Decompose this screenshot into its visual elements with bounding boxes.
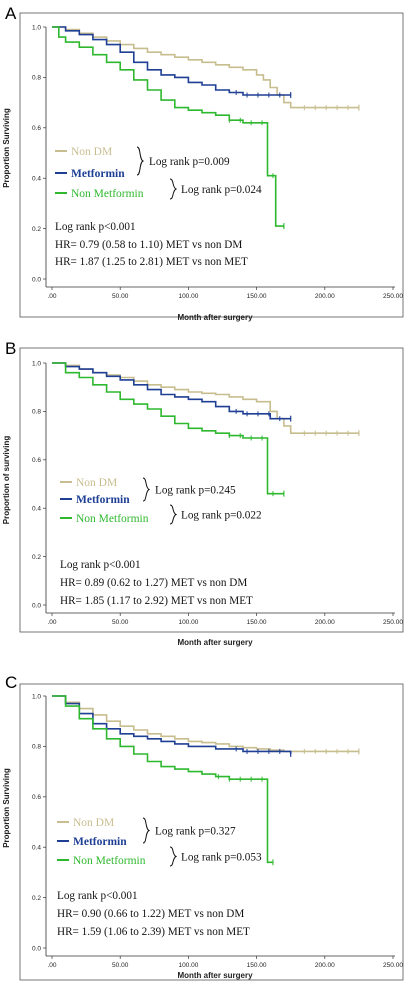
y-tick-label-c: 0.6 [32,794,41,801]
legend-label-non-metformin-b: Non Metformin [76,513,149,525]
legend-label-non-metformin-a: Non Metformin [71,188,144,200]
legend-label-non-dm-a: Non DM [71,146,112,158]
x-tick-label-a: .00 [47,293,56,300]
logrank-pair1-a: Log rank p=0.009 [149,156,230,168]
logrank-pair2-b: Log rank p=0.022 [181,510,262,522]
y-tick-label-b: 0.2 [32,554,41,561]
y-tick-label-c: 0.8 [32,744,41,751]
x-tick-label-b: 100.00 [178,619,198,626]
y-axis-title-c: Proportion Surviving [2,768,11,848]
x-tick-label-c: 100.00 [178,962,198,969]
x-tick-label-c: 50.00 [112,962,129,969]
hazard-ratio-met-vs-nondm-c: HR= 0.90 (0.66 to 1.22) MET vs non DM [57,908,244,920]
x-tick-label-a: 250.00 [383,293,403,300]
legend-brace-2-a [169,178,178,200]
y-tick-label-b: 0.6 [32,457,41,464]
panel-letter-c: C [5,673,17,692]
legend-brace-2-c [169,846,178,867]
hazard-ratio-met-vs-nonmet-c: HR= 1.59 (1.06 to 2.39) MET vs non MET [57,926,250,938]
hazard-ratio-met-vs-nondm-b: HR= 0.89 (0.62 to 1.27) MET vs non DM [60,577,247,589]
logrank-overall-b: Log rank p<0.001 [60,559,141,571]
panel-letter-a: A [5,4,17,23]
series-line-non-dm-b [52,362,359,434]
km-panel-a: A 0.0 0.2 0.4 0.6 0.8 1.0 .00 50.00 100.00 150.00 2… [2,4,404,322]
y-tick-label-b: 0.4 [32,506,41,513]
legend-label-metformin-c: Metformin [73,836,127,848]
km-panel-b: B 0.0 0.2 0.4 0.6 0.8 1.0 .00 50.00 100.00 150.00 2… [2,339,404,647]
y-axis-title-a: Proportion Surviving [2,108,11,188]
x-tick-label-c: 200.00 [315,962,335,969]
series-line-non-dm-c [52,695,359,753]
x-tick-label-a: 50.00 [112,293,129,300]
y-tick-label-a: 1.0 [32,24,41,31]
y-tick-label-a: 0.2 [32,226,41,233]
y-tick-label-c: 0.4 [32,845,41,852]
series-line-metformin-c [52,695,292,754]
logrank-pair2-a: Log rank p=0.024 [181,184,262,196]
x-tick-label-b: .00 [47,619,56,626]
hazard-ratio-met-vs-nonmet-a: HR= 1.87 (1.25 to 2.81) MET vs non MET [55,256,248,268]
y-tick-label-a: 0.0 [32,276,41,283]
legend-brace-1-b [142,477,151,502]
legend-brace-1-a [136,146,145,176]
hazard-ratio-met-vs-nondm-a: HR= 0.79 (0.58 to 1.10) MET vs non DM [55,239,242,251]
x-axis-title-a: Month after surgery [177,313,253,322]
x-axis-title-c: Month after surgery [177,971,253,980]
logrank-pair1-b: Log rank p=0.245 [155,485,236,497]
x-axis-title-b: Month after surgery [177,638,253,647]
x-tick-label-c: 250.00 [383,962,403,969]
y-tick-label-b: 1.0 [32,360,41,367]
logrank-overall-a: Log rank p<0.001 [55,221,136,233]
x-tick-label-b: 200.00 [315,619,335,626]
legend-label-metformin-a: Metformin [71,168,125,180]
legend-label-non-dm-b: Non DM [76,477,117,489]
y-tick-label-a: 0.4 [32,176,41,183]
series-line-non-metformin-b [52,362,284,495]
x-tick-label-b: 250.00 [383,619,403,626]
x-tick-label-b: 150.00 [247,619,267,626]
y-tick-label-c: 0.2 [32,895,41,902]
series-line-metformin-b [52,362,291,420]
legend-label-non-metformin-c: Non Metformin [73,855,146,867]
logrank-pair1-c: Log rank p=0.327 [155,826,236,838]
legend-label-non-dm-c: Non DM [73,817,114,829]
plot-frame-c [19,683,404,981]
x-tick-label-c: .00 [47,962,56,969]
logrank-overall-c: Log rank p<0.001 [57,890,138,902]
y-tick-label-c: 0.0 [32,945,41,952]
x-tick-label-b: 50.00 [112,619,129,626]
y-tick-label-a: 0.8 [32,75,41,82]
legend-brace-2-b [169,504,178,525]
hazard-ratio-met-vs-nonmet-b: HR= 1.85 (1.17 to 2.92) MET vs non MET [60,595,253,607]
legend-label-metformin-b: Metformin [76,494,130,506]
x-tick-label-a: 200.00 [315,293,335,300]
plot-frame-a [19,12,404,318]
series-line-metformin-a [52,26,291,96]
series-line-non-metformin-a [52,26,284,227]
y-tick-label-b: 0.8 [32,409,41,416]
y-axis-title-b: Proportion of surviving [2,436,11,525]
legend-brace-1-c [142,817,151,844]
y-tick-label-a: 0.6 [32,125,41,132]
x-tick-label-a: 150.00 [247,293,267,300]
logrank-pair2-c: Log rank p=0.053 [181,852,262,864]
x-tick-label-a: 100.00 [178,293,198,300]
series-line-non-dm-a [52,26,359,109]
km-panel-c: C 0.0 0.2 0.4 0.6 0.8 1.0 .00 50.00 100.00 150.00 2… [2,673,404,981]
panel-letter-b: B [5,339,16,358]
y-tick-label-c: 1.0 [32,693,41,700]
x-tick-label-c: 150.00 [247,962,267,969]
plot-frame-b [19,347,404,633]
y-tick-label-b: 0.0 [32,602,41,609]
